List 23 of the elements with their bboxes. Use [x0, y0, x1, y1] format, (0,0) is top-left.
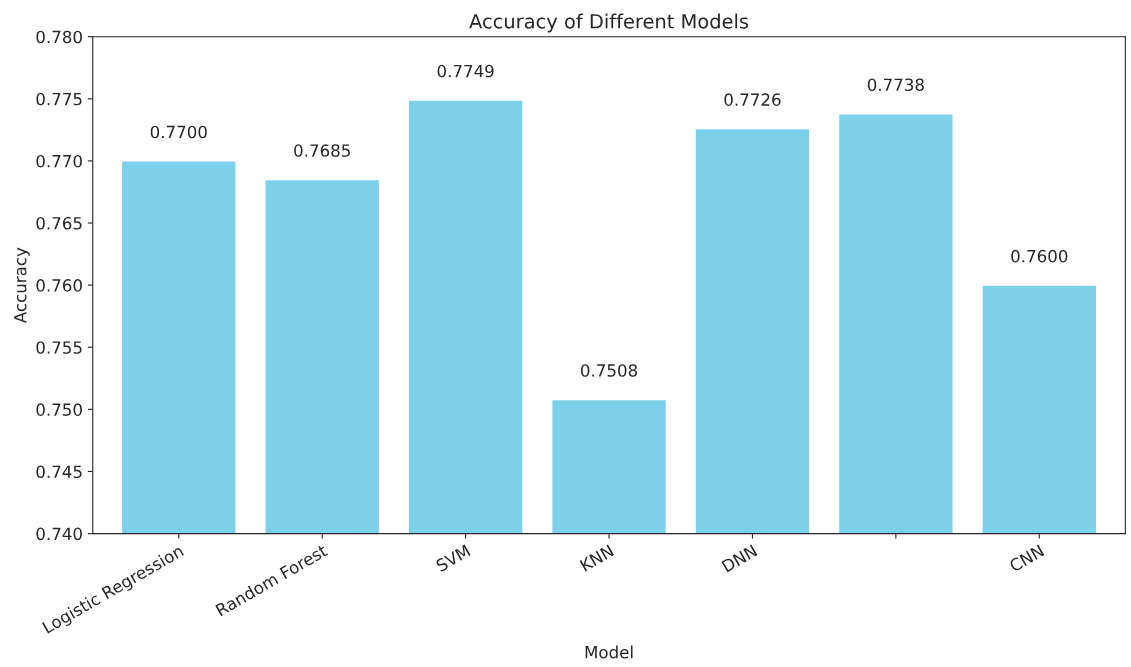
y-tick-label: 0.780 [36, 30, 82, 44]
chart-title: Accuracy of Different Models [469, 13, 749, 33]
data-label: 0.7738 [867, 78, 924, 92]
y-tick-label: 0.750 [36, 403, 82, 416]
data-label: 0.7685 [294, 144, 350, 157]
y-tick-label: 0.775 [36, 92, 82, 106]
x-tick-label: CNN [1008, 544, 1045, 573]
y-tick-label: 0.745 [36, 465, 82, 479]
data-label: 0.7600 [1011, 249, 1068, 263]
y-tick-label: 0.770 [36, 154, 82, 168]
y-tick-label: 0.765 [36, 216, 82, 230]
data-label: 0.7700 [150, 125, 207, 139]
y-tick-label: 0.740 [36, 527, 82, 541]
y-tick-label: 0.755 [36, 341, 82, 354]
data-label: 0.7508 [580, 364, 638, 377]
x-tick-label: SVM [435, 544, 471, 573]
data-label: 0.7749 [437, 64, 494, 78]
x-tick-label: KNN [579, 544, 614, 572]
x-tick-label: DNN [721, 544, 758, 573]
y-tick-label: 0.760 [36, 279, 82, 292]
data-label: 0.7726 [724, 93, 781, 106]
x-axis-title: Model [585, 645, 633, 659]
y-axis-title: Accuracy [14, 247, 30, 324]
